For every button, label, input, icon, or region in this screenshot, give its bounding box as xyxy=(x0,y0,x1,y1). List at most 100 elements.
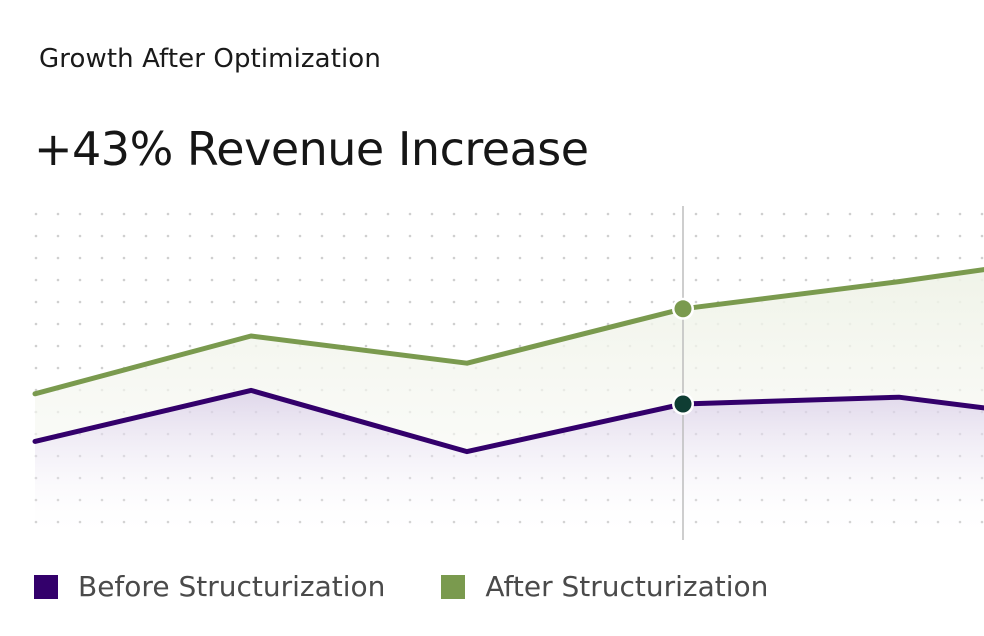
grid-dot xyxy=(34,322,38,326)
grid-dot xyxy=(650,234,654,238)
grid-dot xyxy=(804,234,808,238)
grid-dot xyxy=(320,278,324,282)
grid-dot xyxy=(78,300,82,304)
grid-dot xyxy=(386,212,390,216)
grid-dot xyxy=(628,212,632,216)
grid-dot xyxy=(342,256,346,260)
grid-dot xyxy=(716,256,720,260)
legend-item-after[interactable]: After Structurization xyxy=(441,570,768,603)
grid-dot xyxy=(254,256,258,260)
grid-dot xyxy=(166,278,170,282)
grid-dot xyxy=(496,344,500,348)
grid-dot xyxy=(584,234,588,238)
grid-dot xyxy=(826,212,830,216)
grid-dot xyxy=(408,278,412,282)
grid-dot xyxy=(144,300,148,304)
grid-dot xyxy=(342,234,346,238)
highlight-marker-after[interactable] xyxy=(674,300,692,318)
grid-dot xyxy=(276,322,280,326)
grid-dot xyxy=(364,212,368,216)
grid-dot xyxy=(496,322,500,326)
grid-dot xyxy=(518,234,522,238)
legend-item-before[interactable]: Before Structurization xyxy=(34,570,385,603)
grid-dot xyxy=(716,234,720,238)
line-before-structurization xyxy=(32,387,984,455)
grid-dot xyxy=(474,256,478,260)
grid-dot xyxy=(474,278,478,282)
grid-dot xyxy=(892,256,896,260)
grid-dot xyxy=(848,256,852,260)
grid-dot xyxy=(210,300,214,304)
grid-dot xyxy=(562,256,566,260)
grid-dot xyxy=(78,322,82,326)
legend-label-before: Before Structurization xyxy=(78,570,386,603)
grid-dot xyxy=(650,256,654,260)
grid-dot xyxy=(386,234,390,238)
grid-dot xyxy=(166,322,170,326)
grid-dot xyxy=(650,278,654,282)
grid-dot xyxy=(760,212,764,216)
series-lines xyxy=(32,267,984,455)
grid-dot xyxy=(452,278,456,282)
grid-dot xyxy=(188,278,192,282)
grid-dot xyxy=(628,256,632,260)
highlight-marker-before[interactable] xyxy=(674,395,692,413)
grid-dot xyxy=(298,234,302,238)
line-after-structurization xyxy=(32,267,984,397)
grid-dot xyxy=(298,278,302,282)
grid-dot xyxy=(254,300,258,304)
grid-dot xyxy=(320,322,324,326)
grid-dot xyxy=(430,212,434,216)
grid-dot xyxy=(782,278,786,282)
grid-dot xyxy=(34,256,38,260)
grid-dot xyxy=(694,300,698,304)
grid-dot xyxy=(34,234,38,238)
chart-headline: +43% Revenue Increase xyxy=(34,122,589,176)
grid-dot xyxy=(188,234,192,238)
grid-dot xyxy=(342,300,346,304)
grid-dot xyxy=(408,212,412,216)
grid-dot xyxy=(298,300,302,304)
area-before-structurization xyxy=(35,390,984,540)
grid-dot xyxy=(232,212,236,216)
grid-dot xyxy=(254,234,258,238)
grid-dot xyxy=(34,366,38,370)
grid-dot xyxy=(672,256,676,260)
grid-dot xyxy=(804,212,808,216)
grid-dot xyxy=(716,278,720,282)
grid-dot xyxy=(364,234,368,238)
grid-dot xyxy=(56,234,60,238)
grid-dot xyxy=(540,234,544,238)
grid-dot xyxy=(430,300,434,304)
grid-dot xyxy=(56,322,60,326)
grid-dot xyxy=(496,234,500,238)
grid-dot xyxy=(694,212,698,216)
grid-dot xyxy=(672,212,676,216)
grid-dot xyxy=(540,278,544,282)
grid-dot xyxy=(628,234,632,238)
grid-dot xyxy=(232,300,236,304)
grid-dot xyxy=(496,300,500,304)
grid-dot xyxy=(848,234,852,238)
grid-dot xyxy=(430,256,434,260)
grid-dot xyxy=(122,322,126,326)
grid-dot xyxy=(56,256,60,260)
grid-dot xyxy=(408,300,412,304)
grid-dot xyxy=(738,234,742,238)
chart-legend: Before Structurization After Structuriza… xyxy=(34,570,824,603)
grid-dot xyxy=(320,212,324,216)
grid-dot xyxy=(694,234,698,238)
grid-dot xyxy=(672,278,676,282)
grid-dot xyxy=(210,212,214,216)
grid-dot xyxy=(452,256,456,260)
chart-subtitle: Growth After Optimization xyxy=(39,44,381,74)
line-area-chart xyxy=(32,206,984,540)
grid-dot xyxy=(738,212,742,216)
grid-dot xyxy=(606,212,610,216)
grid-dot xyxy=(34,388,38,392)
grid-dot xyxy=(320,256,324,260)
grid-dot xyxy=(78,212,82,216)
grid-dot xyxy=(584,300,588,304)
grid-dot xyxy=(540,256,544,260)
grid-dot xyxy=(650,212,654,216)
